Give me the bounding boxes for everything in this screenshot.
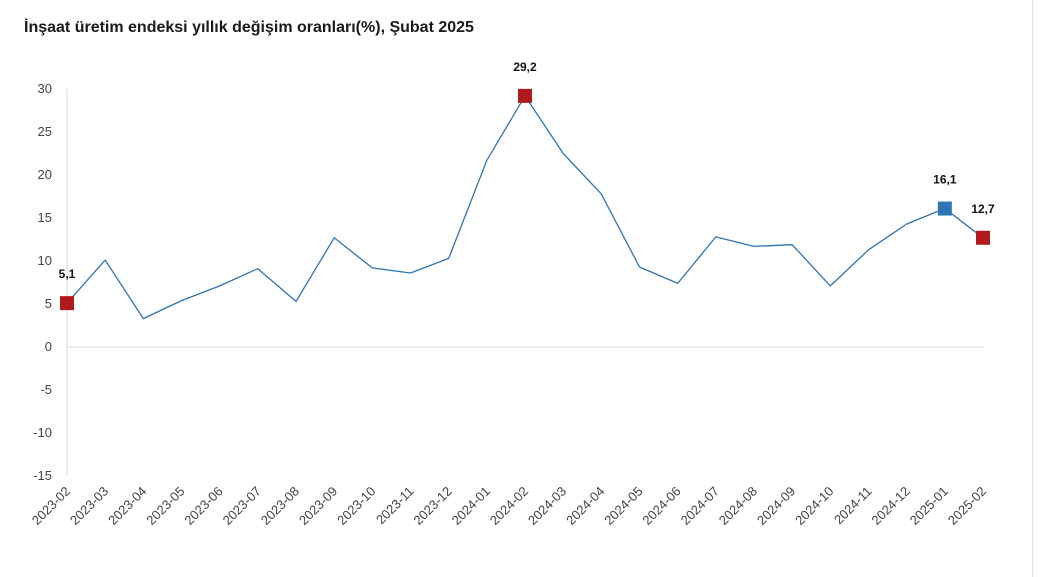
x-tick-label: 2024-06	[639, 484, 683, 528]
y-axis-ticks: 30 25 20 15 10 5 0 -5 -10 -15	[33, 81, 52, 483]
x-tick-label: 2023-09	[296, 484, 340, 528]
chart-title: İnşaat üretim endeksi yıllık değişim ora…	[24, 19, 474, 36]
y-tick-label: 30	[38, 81, 52, 96]
data-label: 5,1	[59, 267, 76, 281]
data-point-marker	[518, 88, 532, 103]
y-tick-label: 25	[38, 124, 52, 139]
right-edge-divider	[1032, 0, 1033, 577]
y-tick-label: -15	[33, 468, 52, 483]
x-tick-label: 2023-08	[258, 484, 302, 528]
x-tick-label: 2024-10	[792, 484, 836, 528]
y-tick-label: 0	[45, 339, 52, 354]
x-tick-label: 2023-11	[373, 484, 417, 528]
data-labels: 5,1 29,2 16,1 12,7	[59, 60, 995, 281]
y-tick-label: -5	[40, 382, 52, 397]
x-axis-ticks: 2023-022023-032023-042023-052023-062023-…	[29, 484, 989, 528]
x-tick-label: 2023-12	[410, 484, 454, 528]
x-tick-label: 2023-10	[334, 484, 378, 528]
x-tick-label: 2023-07	[220, 484, 264, 528]
data-point-marker	[976, 230, 990, 245]
x-tick-label: 2023-05	[143, 484, 187, 528]
data-point-marker	[60, 296, 74, 311]
x-tick-label: 2023-04	[105, 484, 149, 528]
y-tick-label: 20	[38, 167, 52, 182]
x-tick-label: 2024-02	[487, 484, 531, 528]
y-tick-label: 15	[38, 210, 52, 225]
series-lines	[66, 95, 984, 320]
axes	[66, 89, 983, 476]
y-tick-label: -10	[33, 425, 52, 440]
x-tick-label: 2025-01	[907, 484, 951, 528]
x-tick-label: 2023-02	[29, 484, 73, 528]
x-tick-label: 2023-03	[67, 484, 111, 528]
highlight-markers	[60, 88, 990, 311]
x-tick-label: 2024-01	[449, 484, 493, 528]
y-tick-label: 10	[38, 253, 52, 268]
x-tick-label: 2024-04	[563, 484, 607, 528]
x-tick-label: 2025-02	[945, 484, 989, 528]
x-tick-label: 2024-05	[601, 484, 645, 528]
x-tick-label: 2024-03	[525, 484, 569, 528]
x-tick-label: 2023-06	[181, 484, 225, 528]
x-tick-label: 2024-11	[831, 484, 875, 528]
x-tick-label: 2024-12	[868, 484, 912, 528]
data-label: 16,1	[933, 173, 957, 187]
series-line	[66, 95, 984, 320]
data-label: 29,2	[513, 60, 537, 74]
x-tick-label: 2024-09	[754, 484, 798, 528]
x-tick-label: 2024-08	[716, 484, 760, 528]
data-label: 12,7	[971, 202, 995, 216]
y-tick-label: 5	[45, 296, 52, 311]
x-tick-label: 2024-07	[678, 484, 722, 528]
data-point-marker	[937, 201, 952, 216]
